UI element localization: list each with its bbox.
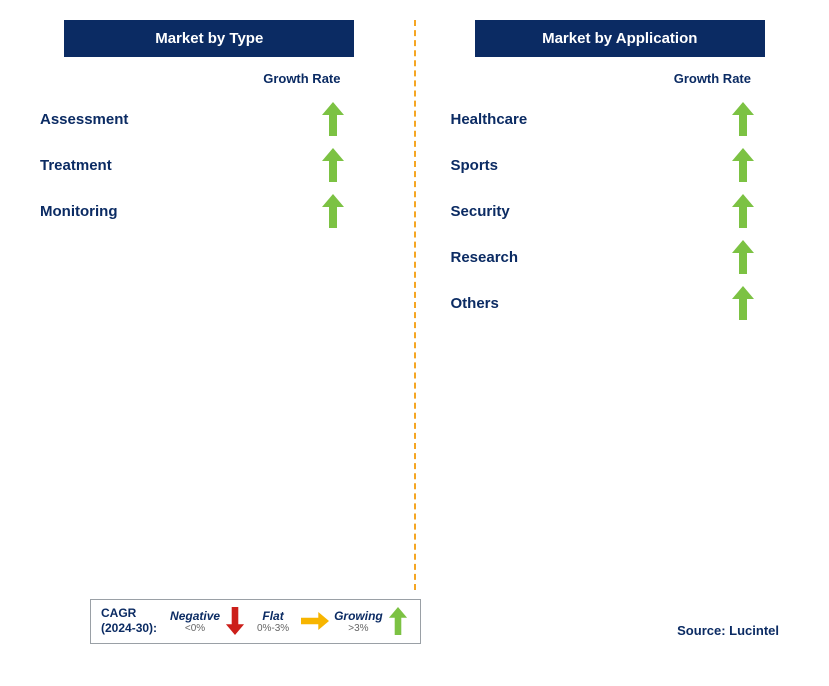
- legend: CAGR (2024-30): Negative<0% Flat0%-3% Grow…: [90, 599, 421, 644]
- legend-cagr-label: CAGR (2024-30):: [101, 606, 157, 637]
- market-row-label: Healthcare: [451, 111, 528, 128]
- growth-arrow-up-icon: [322, 194, 344, 228]
- columns-wrapper: Market by Type Growth Rate Assessment Tre…: [0, 0, 829, 600]
- arrow-up-icon: [388, 607, 408, 635]
- market-row: Others: [441, 280, 800, 326]
- legend-segment-title: Growing: [334, 609, 383, 623]
- market-row: Security: [441, 188, 800, 234]
- market-row-label: Sports: [451, 157, 499, 174]
- legend-segment-title: Flat: [262, 609, 283, 623]
- growth-arrow-up-icon: [322, 148, 344, 182]
- left-header: Market by Type: [64, 20, 354, 57]
- legend-cagr-line2: (2024-30):: [101, 621, 157, 635]
- legend-segment-title: Negative: [170, 609, 220, 623]
- growth-arrow-up-icon: [322, 102, 344, 136]
- market-row-label: Research: [451, 249, 519, 266]
- legend-segment: Flat0%-3%: [250, 609, 296, 634]
- market-row: Assessment: [30, 96, 389, 142]
- market-row-label: Others: [451, 295, 499, 312]
- right-column: Market by Application Growth Rate Health…: [416, 20, 800, 600]
- market-row-label: Security: [451, 203, 510, 220]
- market-row: Treatment: [30, 142, 389, 188]
- market-row: Research: [441, 234, 800, 280]
- market-row-label: Assessment: [40, 111, 128, 128]
- growth-rate-header-left: Growth Rate: [30, 71, 389, 86]
- market-row: Monitoring: [30, 188, 389, 234]
- market-row: Healthcare: [441, 96, 800, 142]
- arrow-right-icon: [301, 611, 329, 631]
- legend-segment-sub: >3%: [348, 623, 368, 634]
- arrow-down-icon: [225, 607, 245, 635]
- growth-rate-header-right: Growth Rate: [441, 71, 800, 86]
- source-label: Source: Lucintel: [677, 623, 779, 638]
- left-column: Market by Type Growth Rate Assessment Tre…: [30, 20, 414, 600]
- growth-arrow-up-icon: [732, 148, 754, 182]
- legend-segment: Growing>3%: [334, 609, 383, 634]
- right-header: Market by Application: [475, 20, 765, 57]
- growth-arrow-up-icon: [732, 194, 754, 228]
- growth-arrow-up-icon: [732, 102, 754, 136]
- legend-cagr-line1: CAGR: [101, 606, 136, 620]
- legend-segments: Negative<0% Flat0%-3% Growing>3%: [167, 607, 410, 635]
- right-items: Healthcare Sports Security Research Others: [441, 96, 800, 326]
- legend-segment-sub: 0%-3%: [257, 623, 289, 634]
- growth-arrow-up-icon: [732, 240, 754, 274]
- market-row-label: Treatment: [40, 157, 112, 174]
- legend-segment: Negative<0%: [170, 609, 220, 634]
- left-items: Assessment Treatment Monitoring: [30, 96, 389, 234]
- growth-arrow-up-icon: [732, 286, 754, 320]
- market-row: Sports: [441, 142, 800, 188]
- legend-segment-sub: <0%: [185, 623, 205, 634]
- market-row-label: Monitoring: [40, 203, 117, 220]
